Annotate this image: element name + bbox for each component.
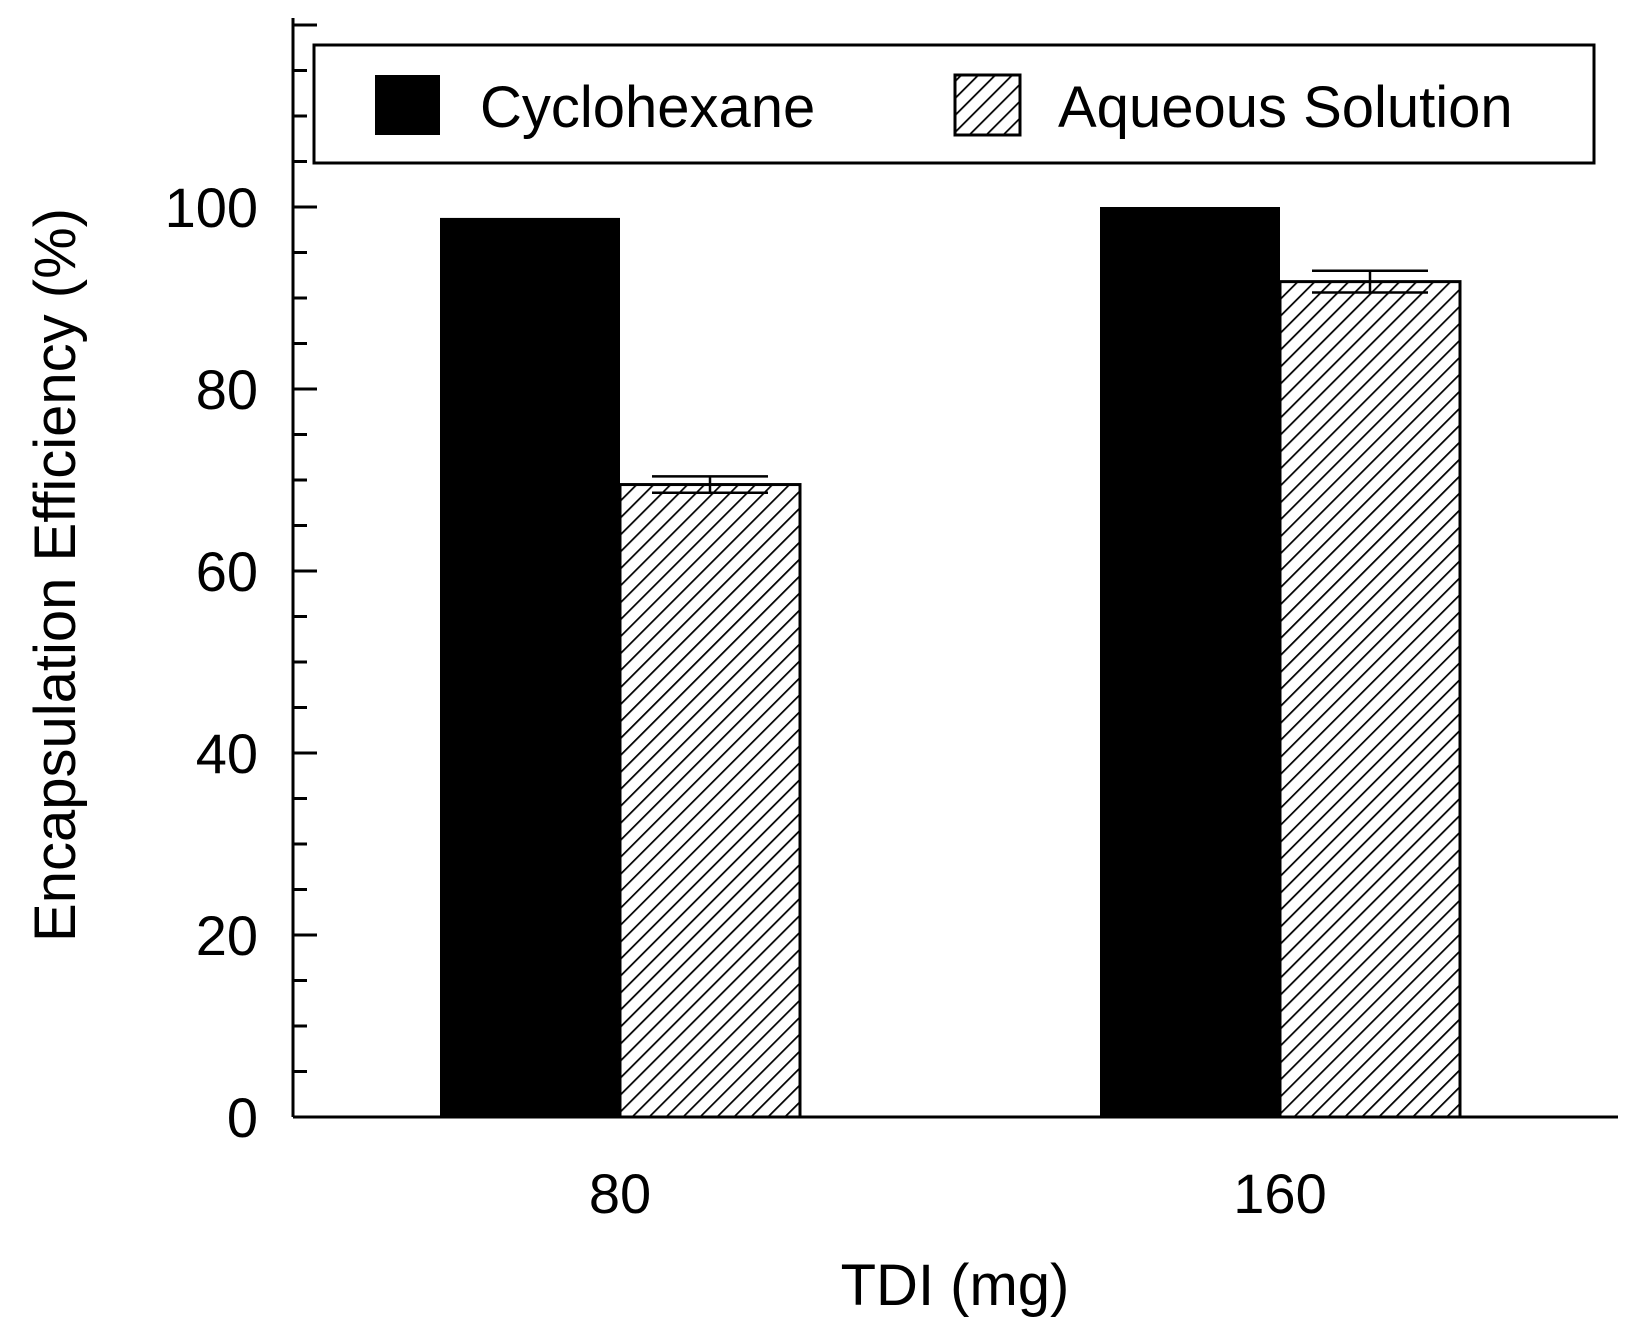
- bar-group-160: [1100, 207, 1462, 1119]
- y-tick-label-20: 20: [196, 904, 258, 967]
- bar-group-80: [440, 217, 802, 1119]
- y-tick-label-40: 40: [196, 722, 258, 785]
- x-tick-label-80: 80: [589, 1162, 651, 1225]
- y-tick-label-80: 80: [196, 358, 258, 421]
- y-axis-title: Encapsulation Efficiency (%): [23, 208, 88, 942]
- error-bar-aqueous-solution-160: [1312, 269, 1428, 294]
- bar-aqueous-solution-80: [618, 483, 802, 1119]
- bar-cyclohexane-160: [1100, 207, 1280, 1117]
- y-axis-ticks: [293, 23, 317, 1119]
- bar-aqueous-solution-160: [1278, 280, 1462, 1119]
- legend-swatch-aqueous-solution: [953, 73, 1022, 137]
- x-axis-title: TDI (mg): [841, 1253, 1070, 1318]
- error-bar-aqueous-solution-80: [652, 475, 768, 494]
- y-tick-labels: 0 20 40 60 80 100: [165, 176, 258, 1149]
- bar-cyclohexane-80: [440, 217, 620, 1118]
- y-tick-label-0: 0: [227, 1086, 258, 1149]
- legend-swatch-cyclohexane: [375, 75, 440, 135]
- legend-label-aqueous-solution: Aqueous Solution: [1058, 75, 1513, 140]
- y-tick-label-60: 60: [196, 540, 258, 603]
- legend: Cyclohexane Aqueous Solution: [312, 43, 1596, 165]
- x-tick-label-160: 160: [1233, 1162, 1326, 1225]
- y-tick-label-100: 100: [165, 176, 258, 239]
- legend-label-cyclohexane: Cyclohexane: [480, 75, 815, 140]
